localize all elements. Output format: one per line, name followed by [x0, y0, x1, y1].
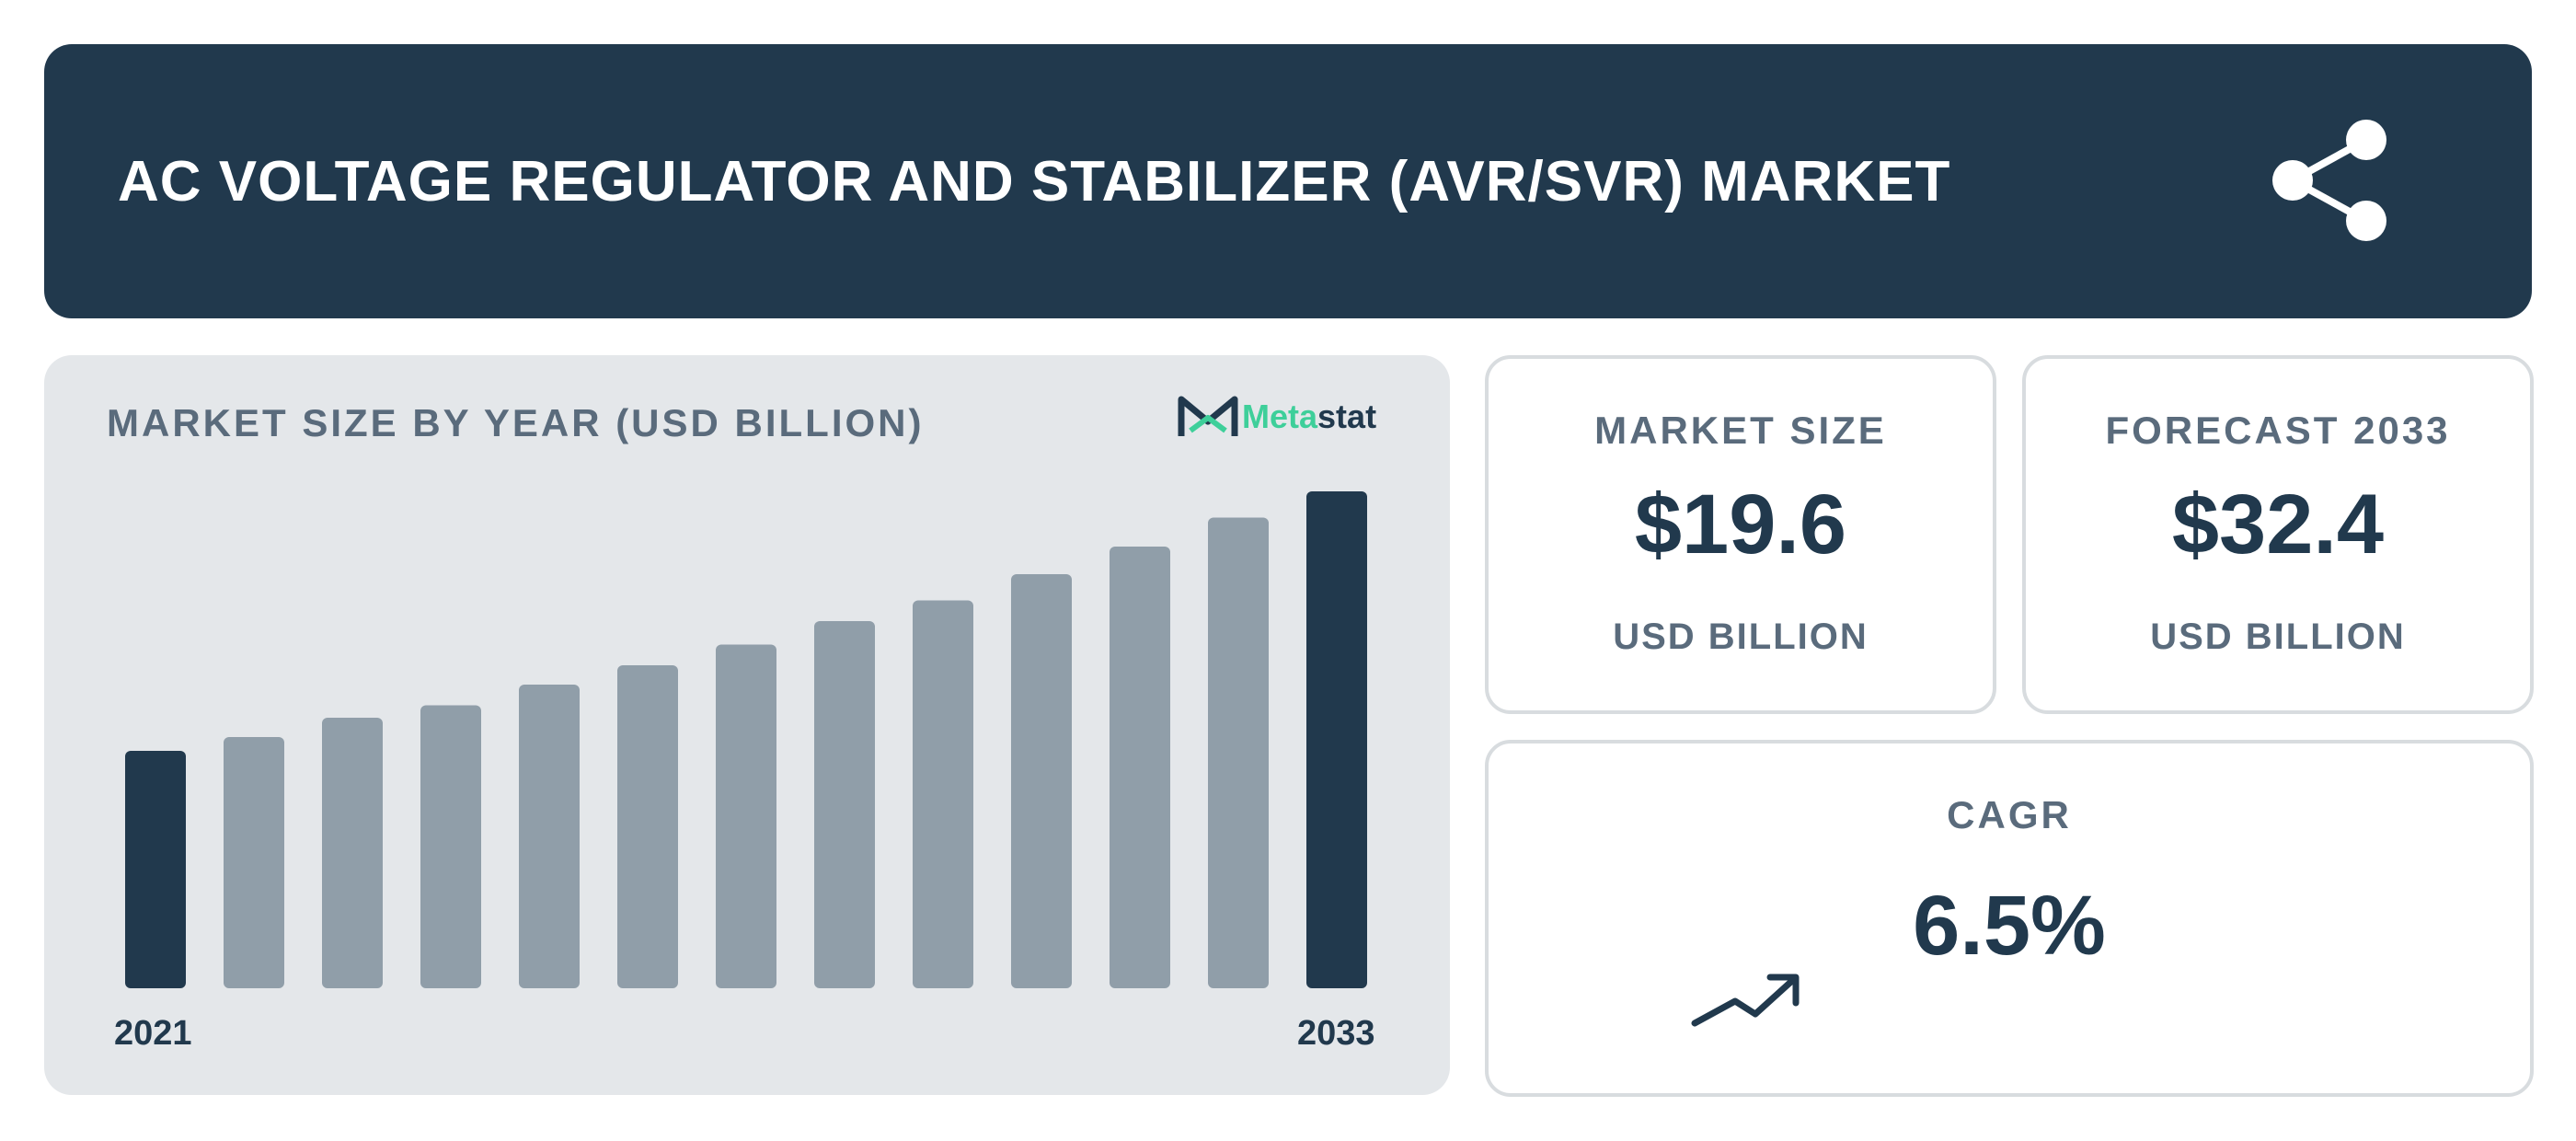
chart-panel: MARKET SIZE BY YEAR (USD BILLION) Metast… [44, 355, 1450, 1095]
bar-2024 [420, 705, 481, 988]
bar-2026 [617, 665, 678, 988]
cagr-value: 6.5% [1913, 879, 2106, 973]
forecast-unit: USD BILLION [2150, 617, 2406, 657]
page-title: AC VOLTAGE REGULATOR AND STABILIZER (AVR… [118, 149, 1951, 213]
bar-2023 [322, 718, 383, 988]
x-axis-label-first: 2021 [114, 1014, 192, 1053]
forecast-value: $32.4 [2171, 478, 2385, 571]
x-axis-label-last: 2033 [1297, 1014, 1375, 1053]
market-size-card: MARKET SIZE $19.6 USD BILLION [1485, 355, 1996, 714]
header-banner: AC VOLTAGE REGULATOR AND STABILIZER (AVR… [44, 44, 2532, 318]
bar-2032 [1208, 517, 1269, 988]
chart-title: MARKET SIZE BY YEAR (USD BILLION) [107, 401, 925, 444]
metastat-logo: Metastat [1178, 394, 1376, 440]
bar-2027 [716, 644, 776, 988]
bar-2029 [913, 600, 973, 988]
forecast-label: FORECAST 2033 [2105, 409, 2451, 452]
bar-2028 [814, 621, 875, 988]
bar-2031 [1110, 547, 1170, 988]
bar-2030 [1011, 574, 1072, 988]
share-icon[interactable] [2271, 118, 2399, 247]
market-size-value: $19.6 [1634, 478, 1847, 571]
forecast-card: FORECAST 2033 $32.4 USD BILLION [2022, 355, 2534, 714]
bar-2021 [125, 751, 186, 988]
metastat-logo-icon [1178, 396, 1238, 436]
cagr-card: CAGR 6.5% [1485, 740, 2534, 1097]
bar-2025 [519, 685, 580, 988]
logo-wordmark: Metastat [1242, 398, 1377, 435]
market-size-unit: USD BILLION [1613, 617, 1869, 657]
bar-chart [125, 491, 1367, 988]
bar-2033 [1306, 491, 1367, 988]
cagr-label: CAGR [1947, 793, 2072, 836]
market-size-label: MARKET SIZE [1594, 409, 1887, 452]
trend-up-icon [1691, 974, 1800, 1027]
bar-2022 [224, 737, 284, 988]
